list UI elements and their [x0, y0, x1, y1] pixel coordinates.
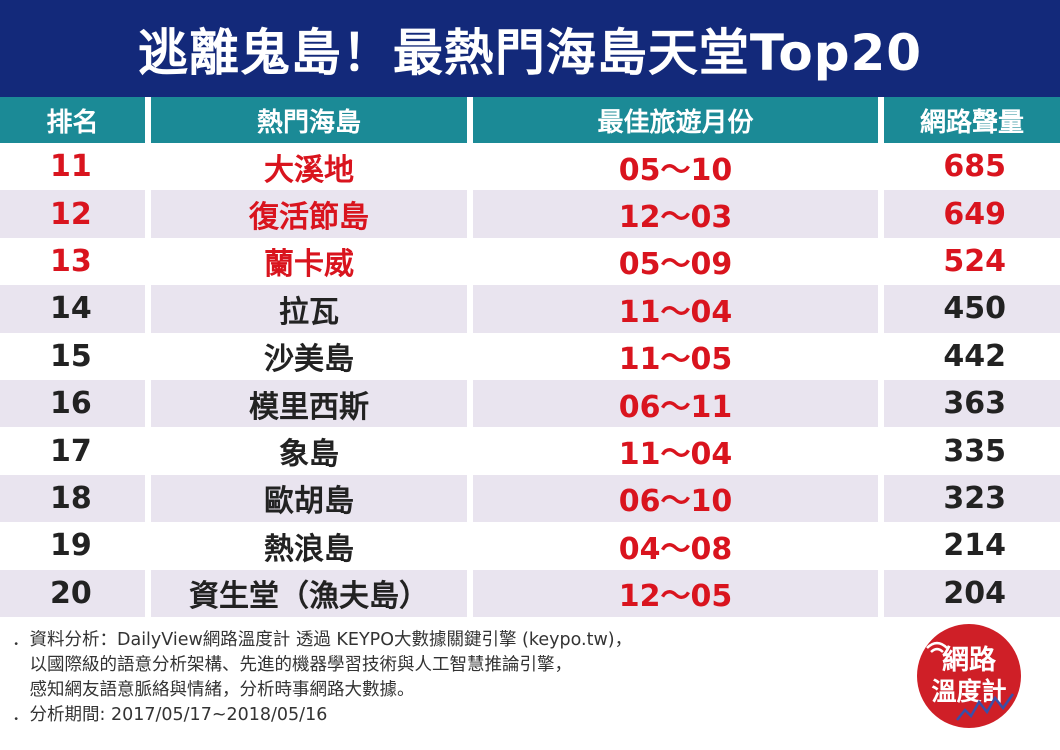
volume-cell: 524: [943, 243, 1006, 279]
volume-cell: 685: [943, 149, 1006, 185]
months-cell: 05～10: [618, 152, 733, 188]
header-rank: 排名: [46, 107, 99, 138]
rank-cell: 20: [50, 575, 92, 611]
rank-cell: 18: [50, 480, 92, 516]
island-cell: 蘭卡威: [264, 247, 354, 283]
logo-line1: 網路: [942, 645, 996, 676]
footer-line: 以國際級的語意分析架構、先進的機器學習技術與人工智慧推論引擎，: [12, 655, 572, 675]
footer-line: ．資料分析：DailyView網路溫度計 透過 KEYPO大數據關鍵引擎 (ke…: [12, 630, 633, 650]
footer-notes: ．資料分析：DailyView網路溫度計 透過 KEYPO大數據關鍵引擎 (ke…: [12, 628, 892, 728]
island-cell: 大溪地: [264, 152, 354, 188]
wifi-wave-icon: [926, 641, 1015, 721]
header-volume: 網路聲量: [919, 107, 1024, 138]
rank-cell: 15: [50, 338, 92, 374]
volume-cell: 214: [943, 528, 1006, 564]
table-row: 20 資生堂（漁夫島） 12～05 204: [0, 569, 1060, 617]
volume-cell: 204: [943, 575, 1006, 611]
volume-cell: 363: [943, 386, 1006, 422]
months-cell: 11～04: [618, 294, 733, 330]
months-cell: 11～04: [618, 437, 733, 473]
rank-cell: 12: [50, 196, 92, 232]
island-cell: 復活節島: [249, 200, 369, 236]
months-cell: 05～09: [618, 247, 733, 283]
island-cell: 歐胡島: [264, 484, 354, 520]
header-island: 熱門海島: [256, 107, 361, 138]
footer-line: ．分析期間: 2017/05/17~2018/05/16: [12, 705, 328, 725]
table-row: 19 熱浪島 04～08 214: [0, 522, 1060, 570]
footer-line: 感知網友語意脈絡與情緒，分析時事網路大數據。: [12, 680, 415, 700]
table-row: 12 復活節島 12～03 649: [0, 190, 1060, 238]
months-cell: 12～05: [618, 579, 733, 615]
months-cell: 04～08: [618, 531, 733, 567]
rank-cell: 14: [50, 291, 92, 327]
island-cell: 象島: [279, 437, 339, 473]
volume-cell: 649: [943, 196, 1006, 232]
volume-cell: 450: [943, 291, 1006, 327]
rank-cell: 17: [50, 433, 92, 469]
page-title: 逃離鬼島！最熱門海島天堂Top20: [137, 23, 923, 82]
table-row: 16 模里西斯 06～11 363: [0, 379, 1060, 428]
volume-cell: 335: [943, 433, 1006, 469]
months-cell: 12～03: [618, 200, 733, 236]
island-cell: 熱浪島: [264, 531, 354, 567]
table-row: 11 大溪地 05～10 685: [0, 143, 1060, 191]
title-bar: 逃離鬼島！最熱門海島天堂Top20: [0, 0, 1060, 97]
dailyview-logo: 網路 溫度計: [917, 624, 1021, 728]
table-row: 15 沙美島 11～05 442: [0, 332, 1060, 380]
months-cell: 06～11: [618, 389, 733, 425]
months-cell: 06～10: [618, 484, 733, 520]
table-row: 18 歐胡島 06～10 323: [0, 474, 1060, 523]
rank-cell: 16: [50, 386, 92, 422]
rank-cell: 13: [50, 243, 92, 279]
volume-cell: 442: [943, 338, 1006, 374]
island-cell: 模里西斯: [249, 389, 369, 425]
months-cell: 11～05: [618, 342, 733, 378]
header-months: 最佳旅遊月份: [597, 107, 754, 138]
table-row: 13 蘭卡威 05～09 524: [0, 237, 1060, 286]
island-cell: 資生堂（漁夫島）: [189, 579, 429, 615]
rank-cell: 19: [50, 528, 92, 564]
island-cell: 沙美島: [264, 342, 354, 378]
table-header: 排名 熱門海島 最佳旅遊月份 網路聲量: [0, 97, 1060, 143]
rank-cell: 11: [50, 149, 92, 185]
table-row: 14 拉瓦 11～04 450: [0, 285, 1060, 333]
table-row: 17 象島 11～04 335: [0, 427, 1060, 475]
ranking-table: 排名 熱門海島 最佳旅遊月份 網路聲量 11 大溪地 05～10 685 12 復活節島 1…: [0, 97, 1060, 617]
island-cell: 拉瓦: [279, 294, 339, 330]
table-body: 11 大溪地 05～10 685 12 復活節島 12～03 649 13 蘭卡威 05～09 524…: [0, 143, 1060, 617]
volume-cell: 323: [943, 480, 1006, 516]
